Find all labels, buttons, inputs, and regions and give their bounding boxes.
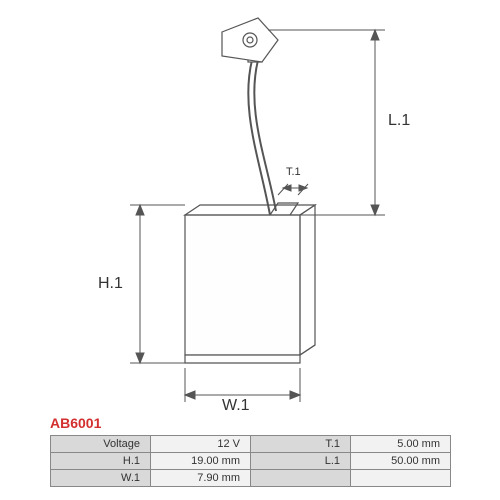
spec-l1-label: L.1	[251, 453, 351, 470]
table-row: H.1 19.00 mm L.1 50.00 mm	[51, 453, 451, 470]
spec-voltage-label: Voltage	[51, 436, 151, 453]
dim-h1-label: H.1	[98, 275, 123, 293]
part-code: AB6001	[50, 415, 101, 431]
spec-w1-label: W.1	[51, 470, 151, 487]
spec-h1-label: H.1	[51, 453, 151, 470]
spec-table: Voltage 12 V T.1 5.00 mm H.1 19.00 mm L.…	[50, 435, 451, 487]
spec-t1-label: T.1	[251, 436, 351, 453]
spec-w1-value: 7.90 mm	[151, 470, 251, 487]
dim-w1-label: W.1	[222, 397, 250, 415]
spec-empty-value	[351, 470, 451, 487]
spec-voltage-value: 12 V	[151, 436, 251, 453]
table-row: W.1 7.90 mm	[51, 470, 451, 487]
spec-h1-value: 19.00 mm	[151, 453, 251, 470]
dim-l1-label: L.1	[388, 112, 410, 130]
spec-empty-label	[251, 470, 351, 487]
spec-t1-value: 5.00 mm	[351, 436, 451, 453]
spec-l1-value: 50.00 mm	[351, 453, 451, 470]
table-row: Voltage 12 V T.1 5.00 mm	[51, 436, 451, 453]
technical-diagram: H.1 W.1 L.1 T.1	[0, 0, 500, 415]
dim-t1-label: T.1	[286, 166, 301, 178]
